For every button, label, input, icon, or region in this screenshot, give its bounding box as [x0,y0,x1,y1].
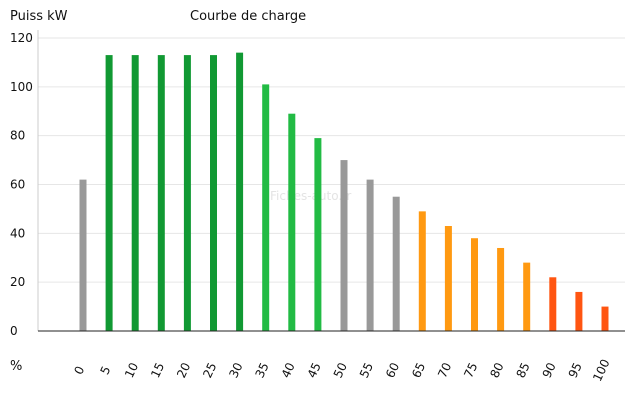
y-tick-label: 100 [10,80,33,94]
x-tick-label: 100 [590,357,612,384]
x-tick-label: 95 [566,360,585,380]
bar [288,113,296,331]
bar [392,196,400,331]
bar [262,84,270,332]
bar [340,160,348,331]
y-axis-label: Puiss kW [10,9,68,24]
x-tick-label: 85 [514,360,533,380]
bars [79,52,609,332]
x-tick-label: 90 [540,360,559,380]
x-tick-label: 30 [226,360,245,380]
x-tick-label: 40 [279,360,298,380]
axes [37,30,625,332]
bar [366,179,374,331]
bar [210,55,217,331]
bar [183,55,191,331]
x-tick-label: 45 [305,360,324,380]
bar [523,262,531,331]
bar [236,52,244,332]
bar [105,55,113,331]
bar [471,238,478,331]
gridlines [38,37,625,283]
y-tick-labels: 0 20 40 60 80 100 120 [10,31,33,338]
x-tick-label: 35 [253,360,272,380]
bar [418,211,426,331]
y-tick-label: 60 [10,178,25,192]
bar [157,55,165,331]
x-tick-label: 55 [357,360,376,380]
x-tick-label: 80 [487,360,506,380]
x-tick-label: 15 [148,360,167,380]
x-tick-label: 70 [435,360,454,380]
x-tick-label: 10 [122,360,141,380]
x-tick-label: 65 [409,360,428,380]
bar [497,247,505,331]
y-tick-label: 120 [10,31,33,45]
x-tick-label: 60 [383,360,402,380]
bar [444,226,452,331]
bar [601,306,609,331]
y-tick-label: 0 [10,324,18,338]
chart-title: Courbe de charge [190,9,306,24]
bar [314,138,322,331]
x-axis-label: % [10,359,22,374]
x-tick-labels: 0 5 10 15 20 25 30 35 40 45 50 55 60 65 70 75 80 85 90 95 10… [71,357,612,384]
x-tick-label: 20 [174,360,193,380]
x-tick-label: 50 [331,360,350,380]
y-tick-label: 20 [10,275,25,289]
bar [131,55,139,331]
bar [79,179,87,331]
watermark: Fiches-auto.fr [270,189,351,203]
bar [575,291,583,331]
x-tick-label: 0 [71,364,87,377]
x-tick-label: 5 [98,364,114,377]
x-tick-label: 75 [461,360,480,380]
y-tick-label: 40 [10,226,25,240]
x-tick-label: 25 [200,360,219,380]
bar [549,277,557,331]
y-tick-label: 80 [10,129,25,143]
